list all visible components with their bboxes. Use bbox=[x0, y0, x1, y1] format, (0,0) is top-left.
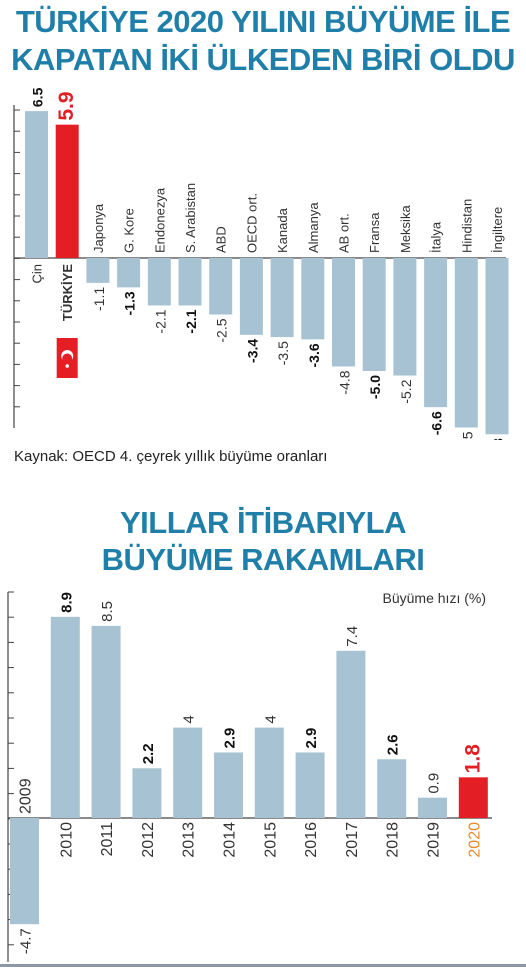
chart1-bar bbox=[86, 258, 110, 283]
chart2-title-line1: YILLAR İTİBARIYLA bbox=[120, 505, 407, 540]
chart1-bar bbox=[25, 111, 48, 258]
chart1-bar bbox=[147, 258, 171, 306]
chart1-value-label: -6.6 bbox=[429, 411, 445, 435]
chart1-category-label: İngiltere bbox=[490, 207, 505, 253]
chart1-bar bbox=[270, 258, 294, 338]
chart2-value-label: 8.5 bbox=[99, 601, 116, 622]
turkey-flag-star-icon bbox=[65, 364, 69, 368]
chart2-category-label: 2013 bbox=[181, 822, 198, 858]
chart1-bar bbox=[454, 258, 478, 428]
chart1-bar bbox=[301, 258, 325, 340]
chart1-bar bbox=[55, 124, 79, 258]
chart2-value-label: 0.9 bbox=[426, 773, 443, 794]
chart2-value-label: 2.2 bbox=[140, 743, 157, 764]
chart2-category-label: 2020 bbox=[466, 822, 483, 858]
chart1-value-label: 6.5 bbox=[30, 87, 46, 107]
chart1-bar bbox=[209, 258, 233, 315]
chart1-bar bbox=[424, 258, 448, 408]
chart1-category-label: AB ort. bbox=[337, 213, 352, 253]
bottom-rule bbox=[0, 964, 526, 967]
chart2-bar bbox=[91, 625, 121, 818]
chart2-value-label: 1.8 bbox=[461, 744, 484, 774]
chart2-bar bbox=[458, 777, 488, 818]
chart1-category-label: OECD ort. bbox=[244, 193, 259, 253]
chart2-value-label: 2.9 bbox=[222, 728, 239, 749]
chart1-category-label: Japonya bbox=[91, 203, 106, 253]
chart2-category-label: 2018 bbox=[385, 822, 402, 858]
chart1-category-label: S. Arabistan bbox=[183, 183, 198, 253]
chart2-bar bbox=[173, 727, 203, 818]
chart2-bar bbox=[254, 727, 284, 818]
chart1-category-label: Endonezya bbox=[152, 187, 167, 253]
chart2-value-label: 4 bbox=[181, 715, 198, 723]
chart2-category-label: 2012 bbox=[140, 822, 157, 858]
chart1-title-line1: TÜRKİYE 2020 YILINI BÜYÜME İLE bbox=[15, 4, 511, 39]
chart1-bar bbox=[362, 258, 386, 371]
chart1-category-label: Fransa bbox=[367, 212, 382, 253]
chart1-value-label: -7.5 bbox=[459, 431, 475, 440]
chart2-category-label: 2019 bbox=[426, 822, 443, 858]
chart1-bar bbox=[485, 258, 509, 435]
chart1-bar bbox=[239, 258, 263, 335]
chart1-value-label: -4.8 bbox=[337, 370, 353, 394]
chart1-value-label: -7.8 bbox=[490, 438, 506, 440]
chart2-unit-label: Büyüme hızı (%) bbox=[382, 590, 486, 606]
chart1-value-label: -2.5 bbox=[214, 318, 230, 342]
chart1-value-label: -3.5 bbox=[275, 341, 291, 365]
chart2-category-label: 2014 bbox=[222, 822, 239, 858]
turkey-flag-crescent-cut-icon bbox=[62, 353, 73, 364]
chart1-bar bbox=[332, 258, 355, 367]
chart2-value-label: 2.9 bbox=[303, 728, 320, 749]
chart1-value-label: -3.6 bbox=[306, 343, 322, 367]
chart1-category-label: Çin bbox=[30, 264, 45, 284]
chart1-bar bbox=[393, 258, 417, 376]
chart2-value-label: 2.6 bbox=[385, 734, 402, 755]
chart1-svg: 6.5 Çin 5.9 TÜRKİYE -1.1 Japonya -1.3 G. Kore -2… bbox=[13, 87, 509, 440]
chart2-bar bbox=[336, 650, 366, 818]
chart2-bar bbox=[132, 768, 162, 818]
chart2-value-label: 4 bbox=[262, 715, 279, 723]
chart2-category-label: 2009 bbox=[18, 778, 35, 814]
chart2-value-label: -4.7 bbox=[18, 928, 35, 954]
chart1-category-label: G. Kore bbox=[122, 208, 137, 253]
chart2-bar bbox=[10, 818, 39, 925]
chart1-value-label: -1.3 bbox=[122, 291, 138, 315]
chart1-value-label: -2.1 bbox=[152, 309, 168, 333]
chart1-value-label: -2.1 bbox=[183, 309, 199, 333]
chart2-title-line2: BÜYÜME RAKAMLARI bbox=[101, 542, 425, 577]
chart2-value-label: 7.4 bbox=[344, 626, 361, 647]
chart1-bar bbox=[117, 258, 141, 288]
chart2-category-label: 2016 bbox=[303, 822, 320, 858]
chart1-value-label: -3.4 bbox=[244, 339, 260, 363]
chart1-category-label: Kanada bbox=[275, 207, 290, 253]
chart1-value-label: 5.9 bbox=[55, 91, 78, 120]
chart2-bar bbox=[418, 797, 447, 818]
chart1-category-label: Meksika bbox=[398, 205, 413, 253]
chart1-category-label: Hindistan bbox=[459, 199, 474, 253]
chart1-title-line2: KAPATAN İKİ ÜLKEDEN BİRİ OLDU bbox=[11, 42, 515, 77]
chart1-bar bbox=[178, 258, 202, 306]
chart1-value-label: -5.2 bbox=[398, 379, 414, 403]
chart2-category-label: 2010 bbox=[58, 822, 75, 858]
chart2-bar bbox=[377, 759, 407, 818]
chart2-category-label: 2017 bbox=[344, 822, 361, 858]
chart1-category-label: Almanya bbox=[306, 202, 321, 253]
chart1-value-label: -1.1 bbox=[91, 287, 107, 311]
chart2-category-label: 2011 bbox=[99, 822, 116, 857]
chart1-source: Kaynak: OECD 4. çeyrek yıllık büyüme ora… bbox=[14, 448, 328, 465]
chart2-bar bbox=[214, 752, 243, 818]
chart2-value-label: 8.9 bbox=[58, 592, 75, 613]
chart1-category-label: ABD bbox=[214, 226, 229, 253]
chart1-value-label: -5.0 bbox=[367, 375, 383, 399]
chart2-bar bbox=[295, 752, 325, 818]
chart1-category-label: İtalya bbox=[429, 221, 444, 253]
chart2-bar bbox=[50, 616, 80, 818]
chart2-category-label: 2015 bbox=[262, 822, 279, 858]
chart1-category-label: TÜRKİYE bbox=[60, 264, 75, 321]
